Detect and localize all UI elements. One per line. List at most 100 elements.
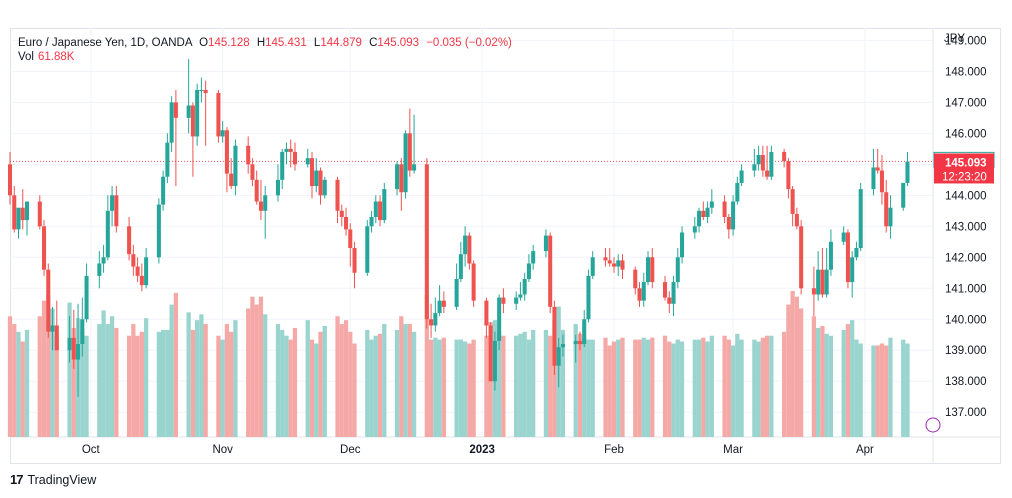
candle [24,201,30,236]
candle-body [373,201,378,218]
candle [756,145,761,171]
candle [645,251,651,286]
volume-bar [105,324,110,437]
candle [811,266,816,317]
candle [769,145,774,180]
candle-body [790,189,795,214]
candle [403,130,408,199]
volume-bar [799,308,804,437]
candle [71,309,76,369]
volume-bar [403,324,408,437]
candle [603,247,608,267]
candle-body [7,164,13,196]
candle [667,291,672,314]
candle-body [531,251,536,264]
candle-body [692,226,697,233]
candle [399,158,404,211]
volume-bar [633,339,638,437]
candle [697,207,702,233]
candle [84,263,89,323]
tradingview-brand[interactable]: 17 TradingView [10,472,96,487]
candle [582,309,587,348]
candle-body [548,235,553,307]
candle-body [263,195,268,211]
volume-bar [71,327,76,437]
x-tick-label: Nov [212,444,233,456]
volume-bar [437,339,442,437]
volume-bar [314,343,319,437]
candle [318,167,323,205]
volume-label: Vol [18,51,34,63]
volume-bar [671,343,676,437]
volume-bar [424,294,429,437]
volume-bar [786,304,791,437]
candle [42,220,47,276]
candle-body [97,263,102,276]
candle [573,334,578,363]
candle [131,244,136,276]
volume-bar [471,339,476,437]
volume-bar [220,339,225,437]
candle-body [458,254,463,279]
volume-legend: Vol 61.88K [18,51,74,63]
candle-body [275,179,280,196]
volume-bar [233,320,238,437]
candle-body [816,269,821,295]
candle-body [543,235,548,252]
volume-bar [24,329,30,437]
candle [722,195,727,224]
candle-body [782,151,787,162]
candle [828,229,833,276]
candle [275,164,280,202]
candle [305,148,310,168]
volume-bar [250,296,255,437]
volume-bar [901,339,906,437]
symbol-name: Euro / Japanese Yen, 1D, OANDA [18,37,192,49]
candle-body [820,269,825,295]
volume-bar [467,343,472,437]
candle [641,272,646,307]
y-tick-label: 142.000 [945,252,987,264]
candle-body [280,151,285,180]
volume-bar [769,335,774,437]
volume-bar [275,324,281,437]
currency-label[interactable]: JPY [944,33,966,45]
candle-body [254,179,259,202]
chart-frame[interactable] [10,28,1001,464]
volume-bar [560,329,566,437]
candle [169,96,174,152]
volume-bar [577,333,583,437]
candle-body [84,275,89,320]
volume-bar [101,310,106,437]
candle [731,195,736,236]
candle-body [54,325,59,351]
candle [292,142,298,171]
candle [139,263,144,292]
candle-body [365,226,370,273]
volume-bar [501,335,506,437]
volume-bar [12,324,17,437]
candle-body [845,232,850,283]
volume-bar [373,335,378,437]
volume-bar [50,308,55,437]
volume-bar [760,337,765,437]
candle [794,207,799,230]
candle [675,247,680,289]
candle [190,102,195,177]
candle-body [858,189,863,248]
volume-bar [764,335,770,437]
volume-bar [433,337,438,437]
volume-bar [730,345,736,437]
candle [16,207,21,239]
candle [820,247,825,298]
candle-body [335,179,340,211]
candle [250,158,255,187]
volume-bar [667,341,672,437]
candle-body [165,142,170,177]
volume-bar [675,339,680,437]
volume-bar [696,339,702,437]
volume-bar [841,329,846,437]
candle-body [407,133,412,171]
candle [709,189,714,214]
